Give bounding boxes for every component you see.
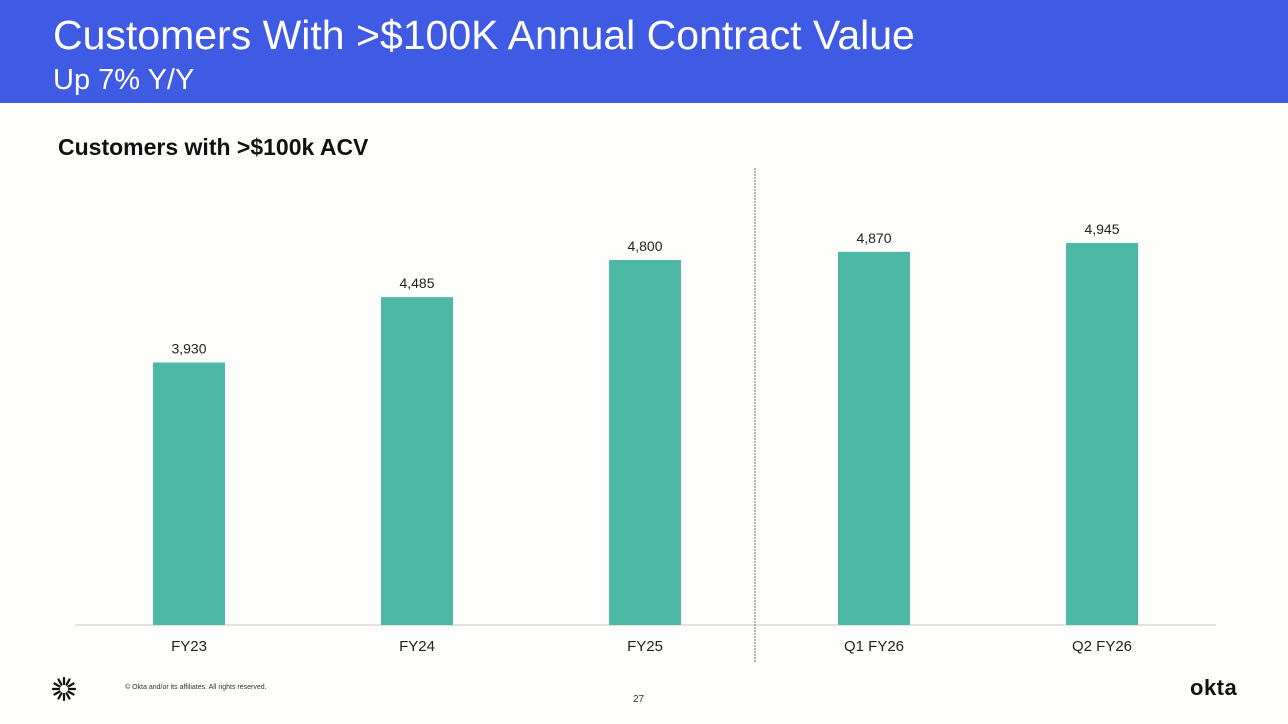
data-label: 4,945 — [1084, 221, 1119, 237]
chart-title: Customers with >$100k ACV — [58, 134, 369, 160]
page-number: 27 — [633, 694, 645, 705]
data-label: 4,870 — [856, 230, 891, 246]
header-banner: Customers With >$100K Annual Contract Va… — [0, 0, 1288, 103]
data-label: 4,485 — [399, 275, 434, 291]
x-tick-label: FY24 — [399, 638, 435, 655]
x-tick-label: FY23 — [171, 638, 207, 655]
okta-logo: okta — [1190, 675, 1238, 700]
bar-fy23 — [153, 362, 225, 625]
x-tick-label: FY25 — [627, 638, 663, 655]
copyright-notice: © Okta and/or its affiliates. All rights… — [125, 684, 267, 691]
okta-sunburst-icon — [51, 676, 77, 702]
bar-fy24 — [381, 297, 453, 625]
x-tick-label: Q1 FY26 — [844, 638, 904, 655]
slide-title: Customers With >$100K Annual Contract Va… — [53, 12, 915, 58]
data-label: 3,930 — [171, 340, 206, 356]
data-label: 4,800 — [627, 238, 662, 254]
x-tick-label: Q2 FY26 — [1072, 638, 1132, 655]
slide-subtitle: Up 7% Y/Y — [53, 64, 195, 96]
bar-q1-fy26 — [838, 251, 910, 625]
bar-fy25 — [609, 260, 681, 625]
bar-q2-fy26 — [1066, 243, 1138, 625]
